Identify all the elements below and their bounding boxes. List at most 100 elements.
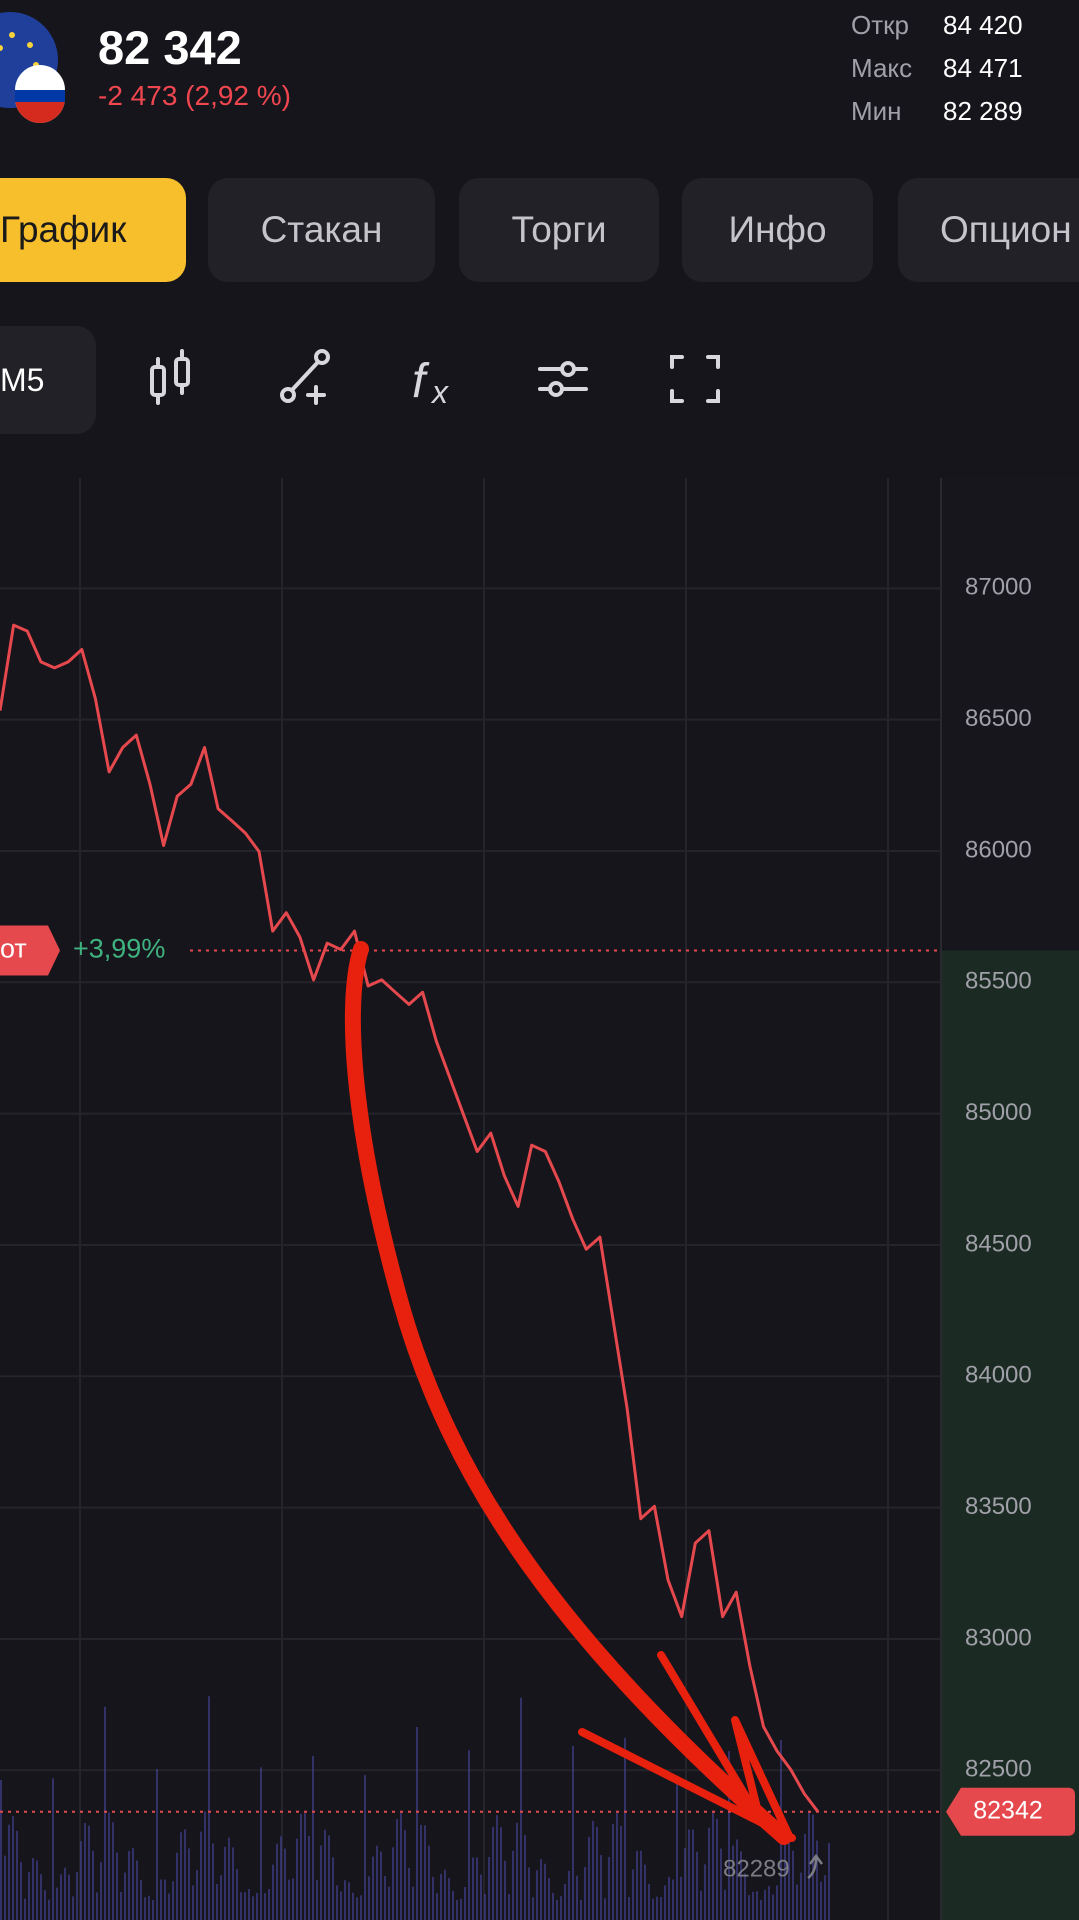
tab[interactable]: Стакан bbox=[208, 178, 435, 282]
timeframe-button[interactable]: M5 bbox=[0, 326, 96, 434]
volume-bar bbox=[796, 1884, 798, 1920]
volume-bar bbox=[688, 1829, 690, 1920]
volume-bar bbox=[96, 1892, 98, 1920]
volume-bar bbox=[428, 1845, 430, 1920]
level-tag: от bbox=[0, 934, 27, 964]
volume-bar bbox=[640, 1850, 642, 1920]
price-change: -2 473 (2,92 %) bbox=[98, 80, 291, 111]
profit-zone bbox=[941, 950, 1079, 1920]
volume-bar bbox=[376, 1845, 378, 1920]
volume-bar bbox=[252, 1896, 254, 1920]
volume-bar bbox=[348, 1882, 350, 1920]
volume-bar bbox=[160, 1879, 162, 1920]
volume-bar bbox=[332, 1857, 334, 1920]
volume-bar bbox=[724, 1889, 726, 1920]
volume-bar bbox=[304, 1812, 306, 1920]
volume-bar bbox=[636, 1851, 638, 1920]
volume-bar bbox=[544, 1863, 546, 1920]
volume-bar bbox=[196, 1870, 198, 1920]
volume-bar bbox=[588, 1836, 590, 1920]
volume-bar bbox=[44, 1890, 46, 1920]
volume-bar bbox=[104, 1706, 106, 1920]
volume-bar bbox=[288, 1879, 290, 1920]
volume-bar bbox=[748, 1895, 750, 1920]
svg-text:f: f bbox=[412, 355, 430, 408]
volume-bar bbox=[128, 1851, 130, 1920]
volume-bar bbox=[140, 1880, 142, 1920]
currency-flags bbox=[0, 12, 65, 123]
volume-bar bbox=[112, 1822, 114, 1920]
y-tick-label: 86500 bbox=[965, 705, 1032, 732]
volume-bar bbox=[744, 1873, 746, 1920]
tab[interactable]: Инфо bbox=[682, 178, 873, 282]
volume-bar bbox=[16, 1830, 18, 1920]
volume-bar bbox=[788, 1835, 790, 1920]
volume-bar bbox=[12, 1816, 14, 1920]
y-tick-label: 82500 bbox=[965, 1756, 1032, 1783]
volume-bar bbox=[500, 1827, 502, 1920]
volume-bar bbox=[496, 1815, 498, 1920]
volume-bar bbox=[572, 1746, 574, 1920]
volume-bar bbox=[328, 1835, 330, 1920]
volume-bar bbox=[468, 1750, 470, 1920]
volume-bar bbox=[28, 1872, 30, 1920]
annotation-arrow bbox=[344, 941, 792, 1845]
volume-bar bbox=[696, 1851, 698, 1920]
volume-bar bbox=[800, 1872, 802, 1920]
volume-bar bbox=[100, 1862, 102, 1920]
volume-bar bbox=[168, 1893, 170, 1920]
volume-bar bbox=[352, 1892, 354, 1920]
volume-bar bbox=[608, 1856, 610, 1920]
volume-bar bbox=[284, 1848, 286, 1920]
volume-bar bbox=[828, 1843, 830, 1920]
volume-bar bbox=[524, 1835, 526, 1920]
volume-bar bbox=[320, 1845, 322, 1920]
volume-bar bbox=[172, 1881, 174, 1920]
volume-bar bbox=[188, 1848, 190, 1920]
volume-bar bbox=[680, 1876, 682, 1920]
volume-bar bbox=[84, 1822, 86, 1920]
volume-bar bbox=[408, 1867, 410, 1920]
volume-bar bbox=[580, 1899, 582, 1920]
volume-bar bbox=[416, 1726, 418, 1920]
volume-bar bbox=[540, 1859, 542, 1920]
volume-bar bbox=[116, 1852, 118, 1920]
tab[interactable]: График bbox=[0, 178, 186, 282]
annotation-arrowhead bbox=[578, 1651, 796, 1842]
fullscreen-icon[interactable] bbox=[670, 355, 720, 403]
volume-bar bbox=[568, 1870, 570, 1920]
tab[interactable]: Опцион bbox=[898, 178, 1079, 282]
volume-bar bbox=[660, 1897, 662, 1920]
volume-bar bbox=[552, 1892, 554, 1920]
volume-bar bbox=[292, 1878, 294, 1920]
volume-bar bbox=[192, 1885, 194, 1920]
volume-bar bbox=[344, 1880, 346, 1920]
volume-bar bbox=[816, 1840, 818, 1920]
tab[interactable]: Торги bbox=[459, 178, 659, 282]
settings-icon[interactable] bbox=[538, 361, 588, 397]
volume-bar bbox=[52, 1778, 54, 1920]
volume-bar bbox=[448, 1877, 450, 1920]
volume-bar bbox=[260, 1767, 262, 1920]
volume-bar bbox=[480, 1874, 482, 1920]
volume-bar bbox=[176, 1852, 178, 1920]
volume-bar bbox=[756, 1891, 758, 1920]
volume-bar bbox=[684, 1848, 686, 1920]
volume-bar bbox=[656, 1896, 658, 1920]
candles-icon[interactable] bbox=[150, 349, 190, 405]
volume-bar bbox=[548, 1878, 550, 1920]
draw-icon[interactable] bbox=[280, 349, 330, 405]
volume-bar bbox=[20, 1862, 22, 1920]
volume-bar bbox=[164, 1879, 166, 1920]
volume-bar bbox=[740, 1851, 742, 1920]
volume-bar bbox=[56, 1887, 58, 1920]
volume-bar bbox=[48, 1899, 50, 1920]
y-tick-label: 83500 bbox=[965, 1493, 1032, 1520]
volume-bar bbox=[736, 1839, 738, 1920]
volume-bar bbox=[0, 1780, 2, 1920]
volume-bar bbox=[532, 1897, 534, 1920]
volume-bar bbox=[620, 1825, 622, 1920]
volume-bar bbox=[60, 1874, 62, 1920]
